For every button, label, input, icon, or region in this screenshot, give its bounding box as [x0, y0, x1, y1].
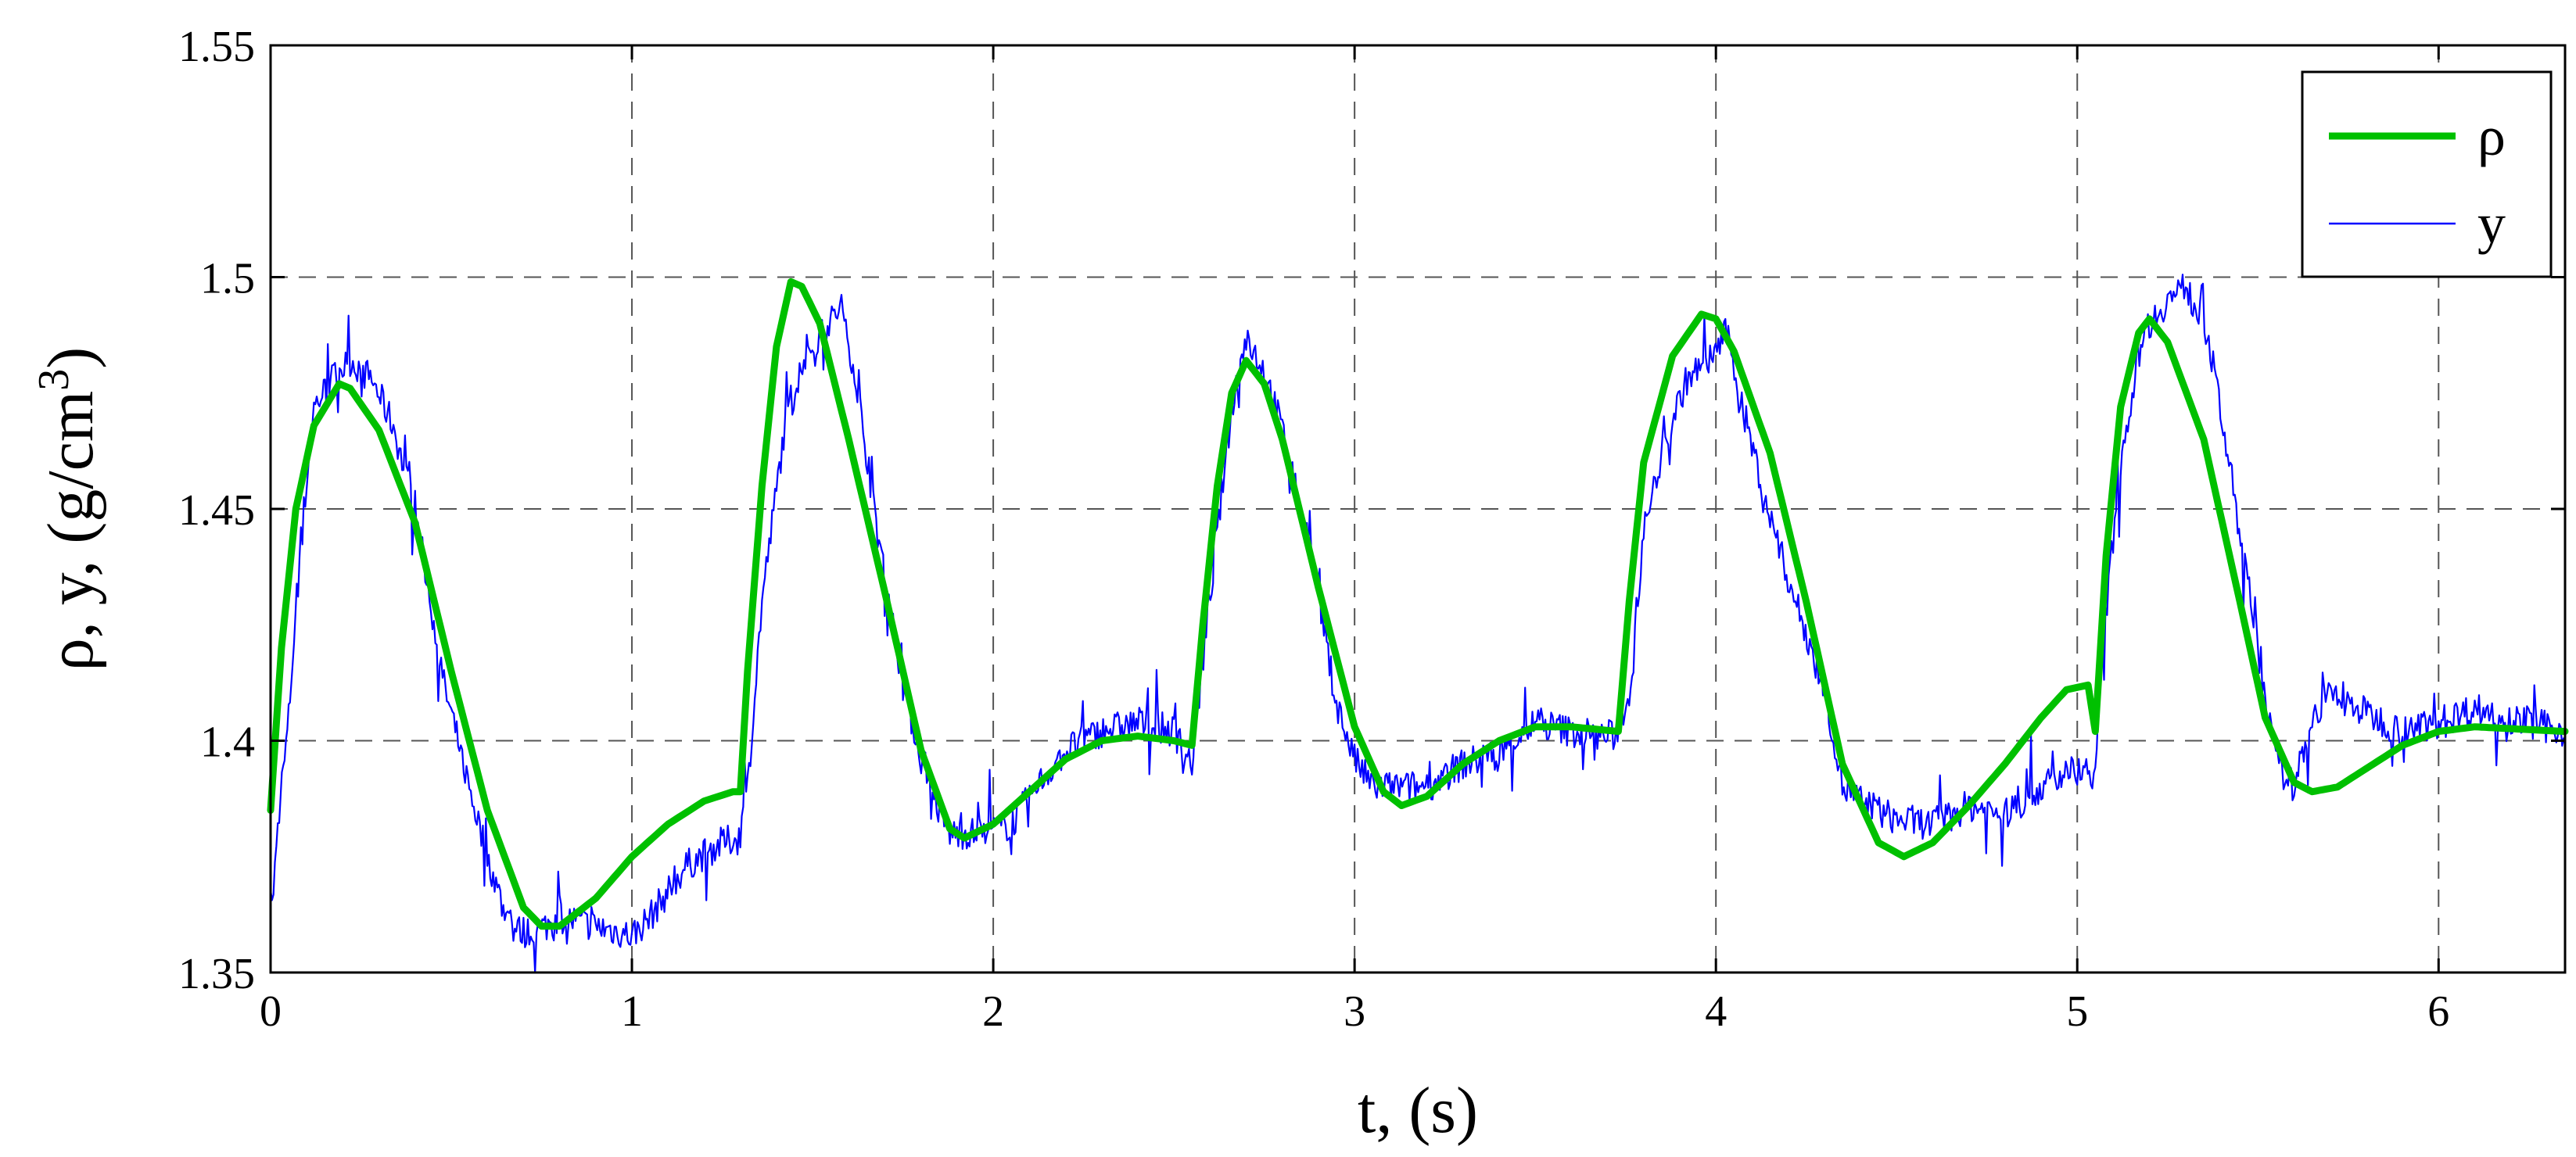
- legend-entry-y: y: [2477, 192, 2506, 255]
- svg-text:ρ, y, (g/cm3): ρ, y, (g/cm3): [30, 347, 107, 671]
- series-line-y: [269, 274, 2567, 974]
- tick-labels: 0 1 2 3 4 5 6 1.35 1.4 1.45 1.5 1.55: [178, 23, 2449, 1036]
- legend: ρ y: [2301, 70, 2553, 278]
- ticks: [269, 44, 2565, 974]
- y-tick-label: 1.35: [178, 950, 255, 998]
- legend-entry-rho: ρ: [2477, 105, 2506, 167]
- x-tick-label: 5: [2066, 987, 2088, 1036]
- x-tick-label: 2: [982, 987, 1004, 1036]
- y-tick-label: 1.4: [200, 718, 255, 767]
- x-tick-label: 3: [1344, 987, 1365, 1036]
- y-tick-label: 1.55: [178, 23, 255, 71]
- x-tick-label: 1: [621, 987, 643, 1036]
- x-tick-label: 0: [260, 987, 282, 1036]
- legend-box: [2301, 70, 2553, 278]
- y-tick-label: 1.5: [200, 255, 255, 303]
- series-layer: [267, 274, 2569, 974]
- x-tick-label: 4: [1705, 987, 1727, 1036]
- y-axis-label: ρ, y, (g/cm3): [30, 347, 107, 671]
- y-axis-label-main: ρ, y, (g/cm: [34, 391, 107, 671]
- series-line-rho: [267, 278, 2569, 930]
- y-axis-label-superscript: 3: [30, 369, 78, 391]
- y-tick-label: 1.45: [178, 486, 255, 535]
- x-tick-label: 6: [2427, 987, 2449, 1036]
- x-axis-label: t, (s): [1358, 1074, 1478, 1147]
- y-axis-label-close: ): [34, 347, 107, 369]
